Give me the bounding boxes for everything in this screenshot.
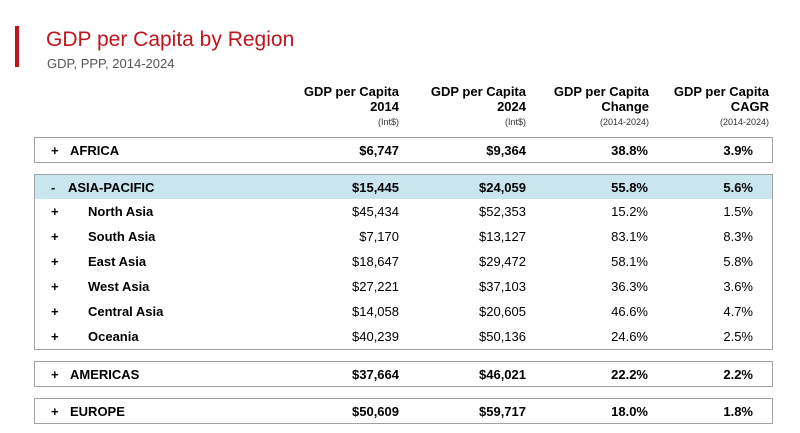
gdp-2014-cell: $18,647 xyxy=(352,254,399,269)
gdp-2024-cell: $59,717 xyxy=(479,404,526,419)
column-header-line2: Change xyxy=(601,99,649,114)
table-row[interactable]: + AFRICA $6,747 $9,364 38.8% 3.9% xyxy=(35,138,772,162)
table-row[interactable]: + EUROPE $50,609 $59,717 18.0% 1.8% xyxy=(35,399,772,423)
column-header-unit: (2014-2024) xyxy=(599,117,649,127)
cagr-cell: 2.5% xyxy=(723,329,753,344)
gdp-2024-cell: $24,059 xyxy=(479,180,526,195)
expand-toggle[interactable]: + xyxy=(51,304,59,319)
table-row[interactable]: + Oceania $40,239 $50,136 24.6% 2.5% xyxy=(35,324,772,349)
expand-toggle[interactable]: + xyxy=(51,367,59,382)
gdp-2024-cell: $46,021 xyxy=(479,367,526,382)
column-header-gdp-2014: GDP per Capita 2014 (Int$) xyxy=(259,84,399,127)
gdp-2024-cell: $13,127 xyxy=(479,229,526,244)
gdp-2024-cell: $9,364 xyxy=(486,143,526,158)
change-cell: 36.3% xyxy=(611,279,648,294)
cagr-cell: 4.7% xyxy=(723,304,753,319)
expand-toggle[interactable]: + xyxy=(51,204,59,219)
table-row[interactable]: + Central Asia $14,058 $20,605 46.6% 4.7… xyxy=(35,299,772,324)
expand-toggle[interactable]: + xyxy=(51,143,59,158)
cagr-cell: 3.6% xyxy=(723,279,753,294)
column-header-line1: GDP per Capita xyxy=(673,84,769,99)
change-cell: 24.6% xyxy=(611,329,648,344)
region-name: ASIA-PACIFIC xyxy=(68,180,155,195)
gdp-2014-cell: $40,239 xyxy=(352,329,399,344)
column-header-gdp-2024: GDP per Capita 2024 (Int$) xyxy=(386,84,526,127)
change-cell: 18.0% xyxy=(611,404,648,419)
cagr-cell: 5.6% xyxy=(723,180,753,195)
gdp-2014-cell: $50,609 xyxy=(352,404,399,419)
gdp-2014-cell: $7,170 xyxy=(359,229,399,244)
table-row[interactable]: + North Asia $45,434 $52,353 15.2% 1.5% xyxy=(35,199,772,224)
change-cell: 58.1% xyxy=(611,254,648,269)
cagr-cell: 1.8% xyxy=(723,404,753,419)
column-header-cagr: GDP per Capita CAGR (2014-2024) xyxy=(629,84,769,127)
subregion-name: North Asia xyxy=(88,204,154,219)
gdp-2024-cell: $50,136 xyxy=(479,329,526,344)
region-group-africa: + AFRICA $6,747 $9,364 38.8% 3.9% xyxy=(34,137,773,163)
subregion-name: Central Asia xyxy=(88,304,164,319)
subregion-name: Oceania xyxy=(88,329,139,344)
column-header-line1: GDP per Capita xyxy=(430,84,526,99)
region-name: AFRICA xyxy=(70,143,120,158)
region-group-asia-pacific: - ASIA-PACIFIC $15,445 $24,059 55.8% 5.6… xyxy=(34,174,773,350)
column-header-change: GDP per Capita Change (2014-2024) xyxy=(509,84,649,127)
gdp-2014-cell: $14,058 xyxy=(352,304,399,319)
region-name: AMERICAS xyxy=(70,367,140,382)
gdp-2014-cell: $45,434 xyxy=(352,204,399,219)
cagr-cell: 3.9% xyxy=(723,143,753,158)
expand-toggle[interactable]: + xyxy=(51,279,59,294)
column-header-line2: CAGR xyxy=(730,99,769,114)
column-header-unit: (Int$) xyxy=(377,117,399,127)
change-cell: 15.2% xyxy=(611,204,648,219)
table-row[interactable]: - ASIA-PACIFIC $15,445 $24,059 55.8% 5.6… xyxy=(35,175,772,199)
change-cell: 38.8% xyxy=(611,143,648,158)
gdp-2024-cell: $20,605 xyxy=(479,304,526,319)
expand-toggle[interactable]: + xyxy=(51,329,59,344)
page-title: GDP per Capita by Region xyxy=(46,28,295,51)
table-row[interactable]: + AMERICAS $37,664 $46,021 22.2% 2.2% xyxy=(35,362,772,386)
collapse-toggle[interactable]: - xyxy=(51,180,56,195)
change-cell: 55.8% xyxy=(611,180,648,195)
gdp-2024-cell: $29,472 xyxy=(479,254,526,269)
subregion-name: South Asia xyxy=(88,229,156,244)
gdp-2024-cell: $52,353 xyxy=(479,204,526,219)
gdp-2014-cell: $15,445 xyxy=(352,180,399,195)
subregion-name: East Asia xyxy=(88,254,147,269)
change-cell: 22.2% xyxy=(611,367,648,382)
expand-toggle[interactable]: + xyxy=(51,254,59,269)
subregion-name: West Asia xyxy=(88,279,150,294)
table-row[interactable]: + East Asia $18,647 $29,472 58.1% 5.8% xyxy=(35,249,772,274)
column-header-unit: (2014-2024) xyxy=(719,117,769,127)
expand-toggle[interactable]: + xyxy=(51,404,59,419)
gdp-2024-cell: $37,103 xyxy=(479,279,526,294)
column-header-unit: (Int$) xyxy=(504,117,526,127)
region-group-europe: + EUROPE $50,609 $59,717 18.0% 1.8% xyxy=(34,398,773,424)
change-cell: 46.6% xyxy=(611,304,648,319)
column-header-line1: GDP per Capita xyxy=(303,84,399,99)
column-header-line2: 2014 xyxy=(370,99,399,114)
cagr-cell: 1.5% xyxy=(723,204,753,219)
gdp-2014-cell: $6,747 xyxy=(359,143,399,158)
table-row[interactable]: + West Asia $27,221 $37,103 36.3% 3.6% xyxy=(35,274,772,299)
cagr-cell: 8.3% xyxy=(723,229,753,244)
change-cell: 83.1% xyxy=(611,229,648,244)
table-row[interactable]: + South Asia $7,170 $13,127 83.1% 8.3% xyxy=(35,224,772,249)
column-header-line2: 2024 xyxy=(497,99,526,114)
cagr-cell: 2.2% xyxy=(723,367,753,382)
cagr-cell: 5.8% xyxy=(723,254,753,269)
region-name: EUROPE xyxy=(70,404,125,419)
title-accent-bar xyxy=(15,26,19,67)
gdp-2014-cell: $37,664 xyxy=(352,367,399,382)
expand-toggle[interactable]: + xyxy=(51,229,59,244)
region-group-americas: + AMERICAS $37,664 $46,021 22.2% 2.2% xyxy=(34,361,773,387)
column-header-line1: GDP per Capita xyxy=(553,84,649,99)
gdp-2014-cell: $27,221 xyxy=(352,279,399,294)
page-subtitle: GDP, PPP, 2014-2024 xyxy=(47,56,175,71)
